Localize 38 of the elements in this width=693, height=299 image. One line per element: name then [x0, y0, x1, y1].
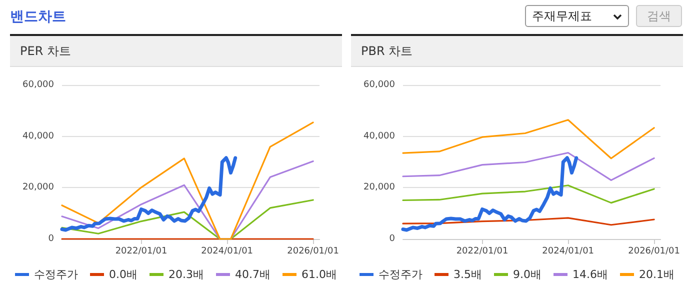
y-tick-label: 60,000 — [364, 80, 396, 90]
y-tick-label: 0 — [48, 234, 54, 244]
line-series — [402, 184, 655, 204]
y-tick-label: 60,000 — [22, 80, 54, 90]
line-series — [61, 122, 314, 240]
line-series — [60, 156, 238, 232]
y-tick-label: 20,000 — [364, 182, 396, 193]
legend-label: 61.0배 — [301, 268, 337, 281]
legend-label: 수정주가 — [34, 268, 78, 281]
y-tick-label: 40,000 — [22, 131, 54, 142]
x-tick-label: 2026/01/01 — [287, 246, 339, 256]
legend-label: 14.6배 — [572, 268, 608, 281]
y-tick-label: 20,000 — [22, 182, 54, 193]
text: 밴드차트 — [10, 8, 66, 26]
chart-title: PBR 차트 — [351, 36, 683, 67]
legend-label: 0.0배 — [109, 268, 138, 281]
x-tick-label: 2024/01/01 — [542, 246, 594, 256]
legend-label: 20.1배 — [638, 268, 674, 281]
x-tick-label: 2026/01/01 — [628, 246, 680, 256]
line-series — [402, 119, 655, 160]
search-button: 검색 — [636, 5, 682, 27]
y-tick-label: 40,000 — [364, 131, 396, 142]
x-tick-label: 2022/01/01 — [456, 246, 508, 256]
select-field: 주재무제표 — [525, 5, 629, 27]
chart-title: PER 차트 — [10, 36, 342, 67]
legend-label: 수정주가 — [378, 268, 423, 281]
y-tick-label: 0 — [389, 234, 396, 244]
line-series — [402, 152, 655, 182]
line-series — [61, 160, 314, 240]
legend-label: 3.5배 — [454, 268, 482, 281]
line-series — [402, 217, 655, 226]
legend-label: 9.0배 — [513, 268, 542, 281]
line-series — [401, 156, 578, 232]
legend-label: 20.3배 — [168, 268, 204, 281]
line-series — [61, 199, 314, 240]
x-tick-label: 2022/01/01 — [115, 246, 168, 256]
legend-label: 40.7배 — [235, 268, 270, 281]
x-tick-label: 2024/01/01 — [201, 246, 254, 256]
